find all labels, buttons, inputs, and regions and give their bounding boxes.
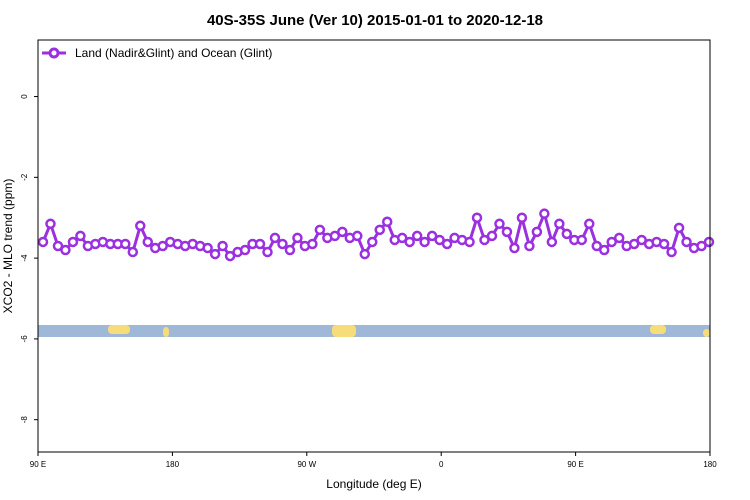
series-layer: [37, 208, 715, 262]
data-point: [67, 236, 79, 248]
data-point: [666, 246, 677, 258]
y-axis-label: XCO2 - MLO trend (ppm): [1, 179, 15, 314]
data-point: [464, 236, 475, 248]
data-point: [262, 246, 273, 258]
data-point: [576, 234, 588, 246]
data-point: [539, 208, 550, 219]
data-point: [426, 230, 438, 242]
data-point: [292, 232, 303, 244]
latitude-band-map: [38, 325, 710, 337]
x-tick-label: 180: [703, 460, 717, 469]
data-point: [52, 240, 64, 252]
data-point: [531, 226, 543, 238]
y-tick-label: -8: [20, 416, 29, 424]
y-tick-label: -4: [20, 254, 29, 262]
data-point: [374, 224, 385, 236]
x-axis: 90 E 180 90 W 0 90 E 180: [30, 452, 717, 469]
data-point: [561, 228, 573, 240]
data-point: [606, 236, 617, 248]
data-point: [628, 238, 640, 250]
data-point: [381, 216, 393, 228]
data-point: [37, 236, 49, 248]
data-point: [658, 238, 670, 250]
plot-frame: [37, 39, 711, 453]
data-point: [598, 244, 610, 256]
y-tick-label: -6: [20, 335, 29, 343]
data-point: [703, 236, 715, 248]
data-point: [419, 236, 430, 248]
data-point: [75, 230, 86, 242]
data-point: [45, 218, 56, 230]
data-point: [509, 242, 520, 254]
data-point: [516, 212, 528, 223]
data-point: [636, 234, 647, 246]
data-point: [254, 238, 266, 250]
x-tick-label: 90 W: [297, 460, 316, 469]
data-point: [524, 240, 535, 252]
land-patch: [108, 325, 130, 334]
y-tick-label: 0: [20, 94, 29, 99]
data-point: [352, 230, 363, 242]
data-point: [501, 226, 513, 238]
x-tick-label: 180: [166, 460, 180, 469]
data-point: [584, 218, 595, 230]
data-point: [681, 236, 692, 248]
land-patch: [650, 325, 666, 334]
data-point: [359, 248, 371, 260]
data-point: [396, 232, 408, 244]
data-point: [494, 218, 505, 230]
land-patch: [703, 329, 710, 337]
data-point: [209, 248, 221, 260]
data-point: [554, 218, 565, 230]
data-point: [337, 226, 348, 238]
data-point: [486, 230, 498, 242]
land-patch: [163, 327, 169, 337]
data-point: [239, 244, 251, 256]
data-point: [217, 240, 228, 252]
x-tick-label: 90 E: [30, 460, 46, 469]
data-point: [479, 234, 490, 246]
x-tick-label: 0: [439, 460, 444, 469]
data-point: [546, 236, 558, 248]
data-point: [441, 238, 453, 250]
x-tick-label: 90 E: [567, 460, 583, 469]
data-point: [269, 232, 281, 244]
data-point: [329, 230, 341, 242]
data-point: [127, 246, 139, 258]
data-point: [202, 242, 213, 254]
land-patch: [332, 325, 356, 337]
y-tick-label: -2: [20, 173, 29, 181]
data-point: [367, 236, 378, 248]
data-point: [696, 240, 707, 252]
data-point: [411, 230, 423, 242]
data-point: [434, 234, 445, 246]
data-point: [673, 222, 685, 234]
data-point: [224, 250, 236, 262]
data-point: [135, 220, 146, 232]
data-point: [404, 236, 415, 248]
data-point: [142, 236, 154, 248]
data-point: [613, 232, 625, 244]
legend: Land (Nadir&Glint) and Ocean (Glint): [42, 46, 272, 60]
x-axis-label: Longitude (deg E): [326, 477, 421, 491]
data-point: [277, 238, 288, 250]
y-axis: 0 -2 -4 -6 -8: [20, 94, 38, 423]
legend-label: Land (Nadir&Glint) and Ocean (Glint): [75, 46, 272, 60]
data-point: [471, 212, 483, 223]
data-point: [307, 238, 318, 250]
data-point: [591, 240, 603, 252]
data-point: [284, 244, 296, 256]
data-point: [314, 224, 326, 236]
chart-title: 40S-35S June (Ver 10) 2015-01-01 to 2020…: [207, 12, 543, 29]
data-point: [60, 244, 71, 256]
data-point: [157, 240, 168, 252]
legend-marker: [48, 47, 60, 59]
data-point: [120, 238, 131, 250]
ocean-band: [38, 325, 710, 337]
